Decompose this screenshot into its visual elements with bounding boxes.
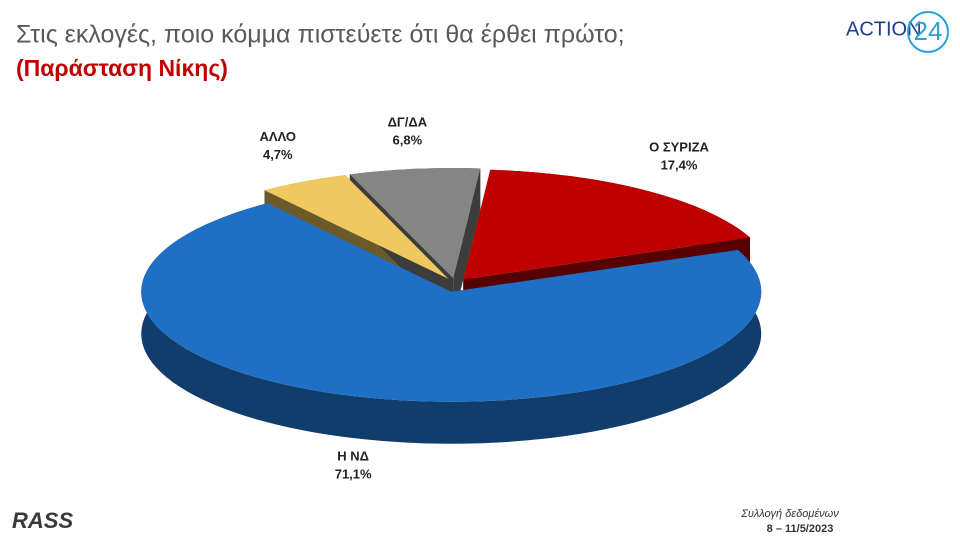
logo-number: 24	[914, 16, 943, 46]
footer-text: Συλλογή δεδομένων	[740, 508, 839, 520]
slice-label: ΔΓ/ΔΑ	[388, 114, 428, 129]
source-logo: RASS	[12, 508, 73, 533]
value-label: 6,8%	[393, 132, 423, 147]
chart-title: Στις εκλογές, ποιο κόμμα πιστεύετε ότι θ…	[16, 21, 625, 49]
slice	[141, 203, 762, 402]
slice	[264, 175, 449, 279]
slice-label: Ο ΣΥΡΙΖΑ	[649, 139, 709, 154]
slice-label: ΑΛΛΟ	[260, 129, 297, 144]
value-label: 71,1%	[335, 467, 372, 482]
slice	[349, 168, 481, 279]
pie	[141, 168, 762, 444]
logo-ring	[907, 11, 949, 53]
value-label: 17,4%	[661, 157, 698, 172]
slice-wall	[453, 168, 481, 321]
slice	[463, 169, 750, 280]
chart-subtitle: (Παράσταση Νίκης)	[16, 55, 228, 81]
footer-date: 8 – 11/5/2023	[767, 523, 834, 535]
logo: ACTION	[846, 18, 922, 40]
value-label: 4,7%	[263, 147, 293, 162]
slice-label: Η ΝΔ	[337, 449, 369, 464]
